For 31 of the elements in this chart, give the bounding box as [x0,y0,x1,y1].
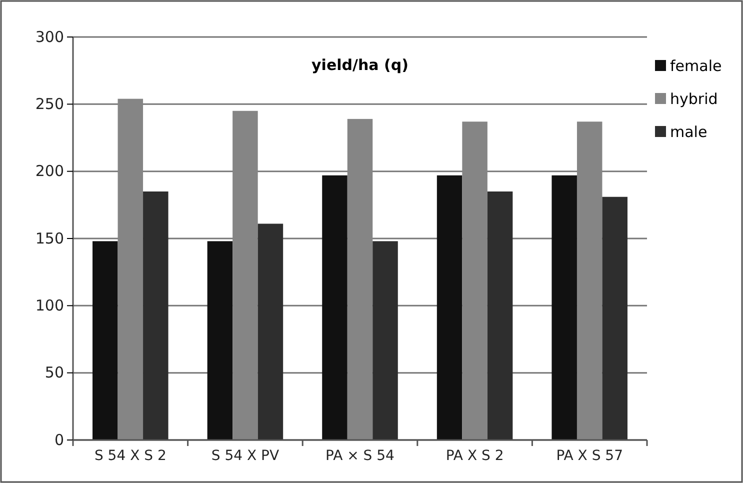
x-tick-label: PA X S 2 [446,448,504,464]
text: yield/ha (q) [312,56,408,74]
x-tick-label: S 54 X PV [211,448,280,464]
bar [322,175,348,440]
y-tick-label: 300 [35,28,64,46]
x-tick-label: PA X S 57 [556,448,623,464]
bar [258,224,284,440]
bar [552,175,577,440]
bar [143,191,168,440]
bar [232,110,258,440]
bar [92,241,118,440]
bar [347,118,373,440]
y-tick-label: 250 [35,94,64,113]
x-tick-label: PA × S 54 [326,448,395,464]
bar [207,241,233,440]
bar [372,241,398,440]
y-tick-label: 200 [35,162,64,180]
y-tick-label: 100 [35,296,64,314]
bar [487,191,513,440]
bar [436,175,462,440]
x-tick-label: S 54 X S 2 [94,448,166,464]
legend-label: female [670,57,722,75]
bar [462,122,488,440]
bar [576,122,602,440]
legend-label: hybrid [670,90,718,108]
y-tick-label: 50 [44,364,64,382]
bar [602,196,628,440]
bar [118,98,144,440]
y-tick-label: 150 [35,229,64,248]
y-tick-label: 0 [54,430,64,449]
legend-label: male [670,123,708,141]
